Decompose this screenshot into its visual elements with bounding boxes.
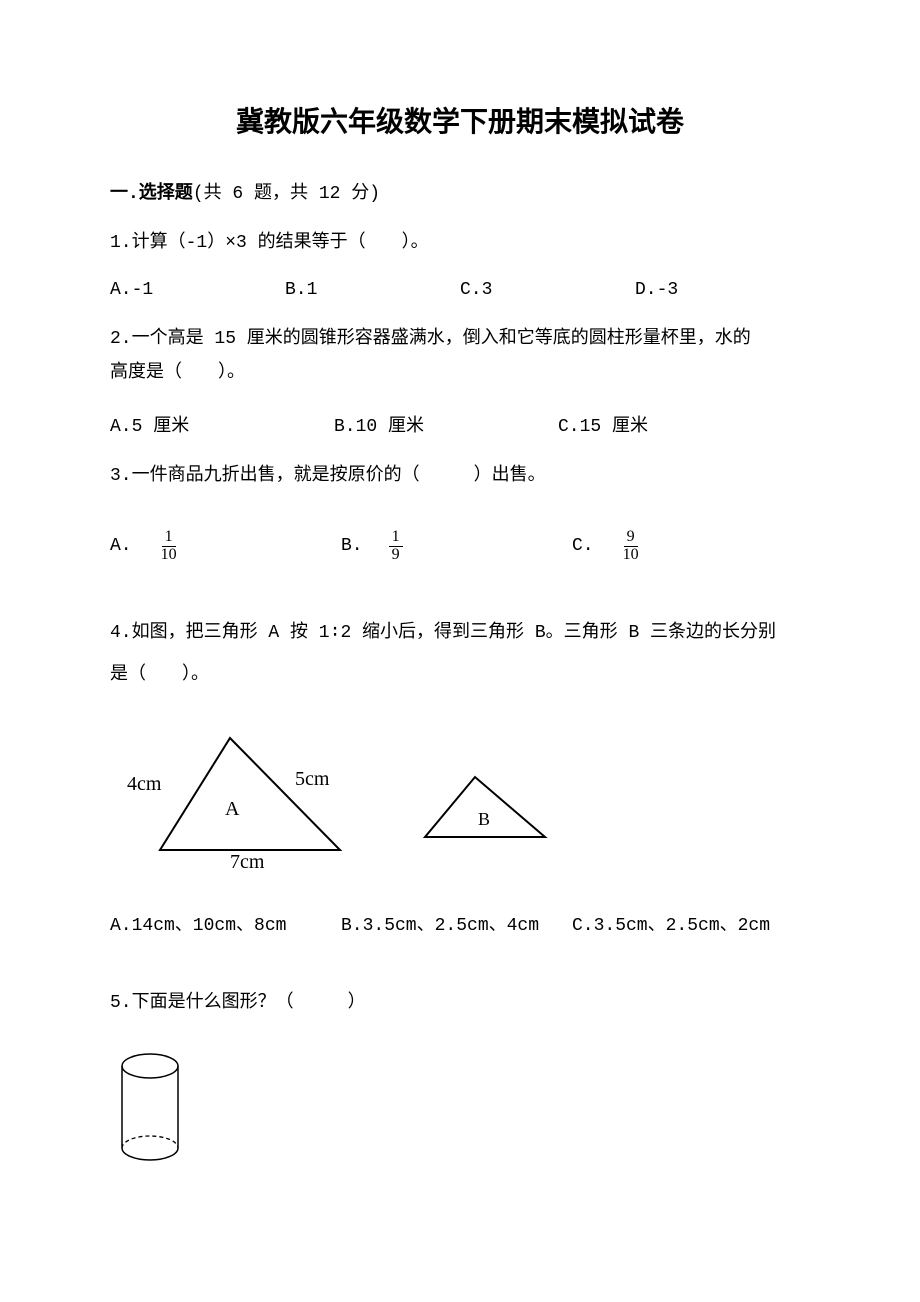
tri-a-label: A [225,798,240,820]
q4-line1: 4.如图，把三角形 A 按 1∶2 缩小后，得到三角形 B。三角形 B 三条边的… [110,623,776,643]
q3-a-label: A. [110,536,132,556]
q3-options: A. 1 10 B. 1 9 C. 9 10 [110,529,810,564]
tri-b-label: B [478,809,490,829]
q3-c-den: 10 [620,547,642,564]
q3-b-num: 1 [389,529,403,547]
q1-opt-d: D.-3 [635,280,810,300]
q3-opt-b: B. 1 9 [341,529,572,564]
tri-a-left: 4cm [127,773,162,795]
fraction-icon: 9 10 [620,529,642,564]
tri-a-bottom: 7cm [230,851,265,870]
q4-text: 4.如图，把三角形 A 按 1∶2 缩小后，得到三角形 B。三角形 B 三条边的… [110,613,810,696]
q5-text: 5.下面是什么图形？（ ） [110,986,810,1020]
q4-figure: 4cm 5cm 7cm A B [110,720,810,870]
fraction-icon: 1 9 [389,529,403,564]
q3-a-num: 1 [162,529,176,547]
q1-text: 1.计算（-1）×3 的结果等于（ ）。 [110,226,810,260]
q5-figure [110,1050,810,1170]
q1-options: A.-1 B.1 C.3 D.-3 [110,280,810,300]
q2-text: 2.一个高是 15 厘米的圆锥形容器盛满水，倒入和它等底的圆柱形量杯里，水的 高… [110,322,810,390]
q4-line2: 是（ ）。 [110,665,209,685]
q2-line2: 高度是（ ）。 [110,363,245,383]
q2-opt-c: C.15 厘米 [558,411,782,437]
q3-a-den: 10 [158,547,180,564]
q4-options: A.14cm、10cm、8cm B.3.5cm、2.5cm、4cm C.3.5c… [110,910,810,936]
q3-b-den: 9 [389,547,403,564]
section-header: 一.选择题(共 6 题，共 12 分) [110,178,810,204]
q2-opt-b: B.10 厘米 [334,411,558,437]
q4-opt-c: C.3.5cm、2.5cm、2cm [572,910,803,936]
section-info: (共 6 题，共 12 分) [193,184,380,204]
page-title: 冀教版六年级数学下册期末模拟试卷 [110,100,810,140]
q1-opt-a: A.-1 [110,280,285,300]
q2-opt-a: A.5 厘米 [110,411,334,437]
cylinder-icon [110,1050,190,1165]
q3-b-label: B. [341,536,363,556]
q2-line1: 2.一个高是 15 厘米的圆锥形容器盛满水，倒入和它等底的圆柱形量杯里，水的 [110,329,751,349]
q1-opt-b: B.1 [285,280,460,300]
q1-opt-c: C.3 [460,280,635,300]
triangle-b-icon: B [410,762,560,852]
q3-opt-a: A. 1 10 [110,529,341,564]
q3-c-num: 9 [624,529,638,547]
section-label: 一.选择题 [110,184,193,204]
q4-opt-a: A.14cm、10cm、8cm [110,910,341,936]
q3-c-label: C. [572,536,594,556]
q2-options: A.5 厘米 B.10 厘米 C.15 厘米 [110,411,810,437]
q4-opt-b: B.3.5cm、2.5cm、4cm [341,910,572,936]
q3-text: 3.一件商品九折出售，就是按原价的（ ）出售。 [110,459,810,493]
tri-a-right: 5cm [295,768,330,790]
triangle-a-icon: 4cm 5cm 7cm A [110,720,370,870]
fraction-icon: 1 10 [158,529,180,564]
q3-opt-c: C. 9 10 [572,529,803,564]
